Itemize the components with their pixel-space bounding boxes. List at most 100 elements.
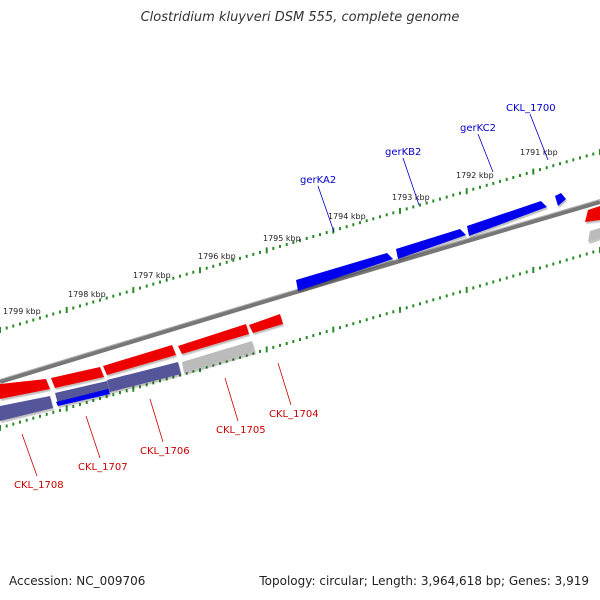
minor-tick	[172, 276, 175, 280]
minor-tick	[99, 298, 101, 302]
minor-tick	[585, 252, 588, 256]
gene-gerKC2[interactable]	[467, 201, 547, 236]
minor-tick	[272, 345, 275, 349]
minor-tick	[39, 316, 41, 320]
gene-label-CKL-1708[interactable]: CKL_1708	[14, 480, 64, 491]
pseudo-genes	[0, 341, 255, 421]
minor-tick	[319, 233, 321, 237]
minor-tick	[379, 314, 381, 318]
minor-tick	[139, 385, 141, 389]
gene-CKL-1708b[interactable]	[0, 396, 53, 421]
minor-tick	[319, 332, 321, 336]
minor-tick	[492, 280, 495, 284]
minor-tick	[185, 272, 188, 276]
gene-CKL-1704[interactable]	[249, 314, 283, 333]
minor-tick	[512, 176, 515, 179]
gene-CKL-1700[interactable]	[555, 193, 566, 206]
reverse-genes	[0, 314, 283, 399]
gene-label-CKL-1707[interactable]: CKL_1707	[78, 462, 128, 473]
minor-tick	[285, 342, 288, 345]
minor-tick	[219, 361, 221, 365]
gene-CKL-1705b[interactable]	[182, 341, 255, 373]
gene-CKL-1706a[interactable]	[103, 345, 176, 375]
minor-tick	[105, 296, 108, 300]
minor-tick	[5, 424, 8, 428]
gene-CKL-1707c[interactable]	[56, 389, 110, 406]
minor-tick	[559, 162, 561, 166]
minor-tick	[552, 262, 555, 266]
minor-tick	[379, 215, 381, 219]
minor-tick	[572, 256, 575, 260]
gene-label-CKL-1700[interactable]: CKL_1700	[506, 103, 556, 114]
minor-tick	[565, 258, 568, 262]
minor-tick	[105, 395, 108, 399]
gene-gerKB2[interactable]	[396, 229, 466, 259]
minor-tick	[59, 310, 61, 314]
gene-label-gerKC2[interactable]: gerKC2	[460, 123, 496, 134]
minor-tick	[112, 393, 115, 397]
minor-tick	[239, 355, 241, 359]
kbp-label: 1794 kbp	[328, 212, 366, 221]
minor-tick	[205, 365, 208, 369]
minor-tick	[405, 306, 408, 310]
minor-tick	[445, 294, 448, 298]
minor-tick	[539, 266, 541, 270]
minor-tick	[32, 416, 35, 420]
gene-CKL-1707a[interactable]	[51, 367, 104, 388]
minor-tick	[79, 403, 81, 406]
gene-gerKA2[interactable]	[296, 253, 393, 291]
minor-tick	[585, 154, 588, 158]
minor-tick	[459, 290, 461, 294]
minor-tick	[279, 343, 281, 347]
gene-edge-right-reverse[interactable]	[585, 206, 600, 222]
gene-CKL-1705a[interactable]	[178, 324, 249, 354]
minor-tick	[12, 422, 15, 426]
kbp-label: 1792 kbp	[456, 171, 494, 180]
major-tick	[65, 405, 68, 412]
outer-scale-track	[0, 149, 600, 333]
minor-tick	[305, 336, 308, 339]
minor-tick	[385, 213, 388, 217]
gene-CKL-1706b[interactable]	[107, 362, 181, 392]
minor-tick	[292, 340, 295, 343]
kbp-label: 1797 kbp	[133, 271, 171, 280]
minor-tick	[545, 264, 548, 268]
gene-label-gerKB2[interactable]: gerKB2	[385, 147, 421, 158]
minor-tick	[565, 160, 568, 164]
minor-tick	[325, 231, 328, 235]
major-tick	[199, 267, 201, 274]
kbp-label: 1795 kbp	[263, 234, 301, 243]
minor-tick	[339, 227, 341, 231]
label-leaders	[21, 113, 549, 477]
gene-CKL-1708a[interactable]	[0, 379, 50, 399]
gene-label-CKL-1705[interactable]: CKL_1705	[216, 425, 266, 436]
major-tick	[465, 286, 468, 293]
gene-label-gerKA2[interactable]: gerKA2	[300, 175, 336, 186]
minor-tick	[85, 302, 88, 306]
minor-tick	[225, 359, 228, 363]
kbp-label: 1798 kbp	[68, 290, 106, 299]
minor-tick	[212, 363, 215, 367]
minor-tick	[445, 195, 448, 199]
major-tick	[65, 307, 68, 313]
kbp-labels: 1791 kbp 1792 kbp 1793 kbp 1794 kbp 1795…	[3, 148, 558, 316]
gene-CKL-1707b[interactable]	[55, 381, 110, 404]
gene-edge-right-pseudo[interactable]	[588, 228, 600, 242]
minor-tick	[512, 274, 515, 278]
minor-tick	[225, 260, 228, 264]
minor-tick	[525, 172, 528, 175]
minor-tick	[5, 326, 8, 330]
gene-label-CKL-1706[interactable]: CKL_1706	[140, 446, 190, 457]
minor-tick	[152, 282, 155, 286]
minor-tick	[99, 397, 101, 401]
gene-label-CKL-1704[interactable]: CKL_1704	[269, 409, 319, 420]
major-tick	[265, 247, 268, 254]
minor-tick	[232, 357, 235, 361]
minor-tick	[499, 179, 501, 183]
major-tick	[0, 425, 1, 431]
minor-tick	[499, 278, 501, 282]
major-tick	[0, 327, 1, 333]
minor-tick	[52, 410, 55, 414]
major-tick	[132, 287, 135, 294]
